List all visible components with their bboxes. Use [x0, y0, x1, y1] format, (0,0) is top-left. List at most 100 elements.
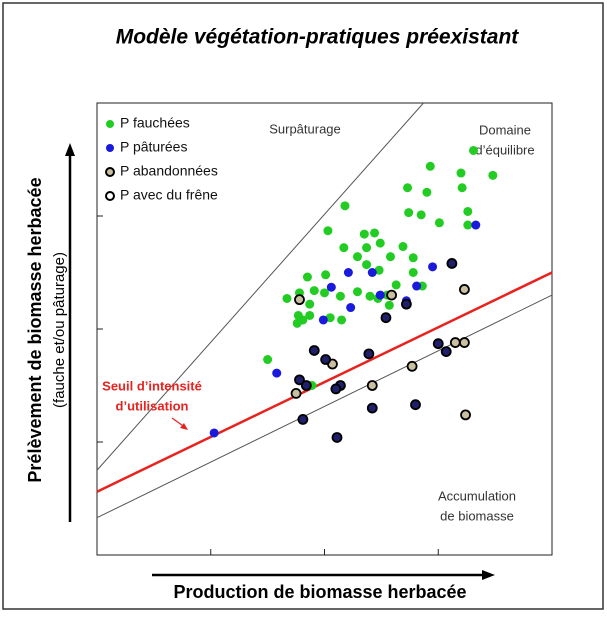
point	[457, 183, 467, 193]
point	[294, 294, 305, 306]
point	[463, 206, 473, 216]
point	[325, 313, 335, 323]
point	[297, 413, 309, 425]
reference-line	[96, 294, 553, 519]
point	[416, 210, 426, 220]
point	[366, 380, 378, 391]
point	[440, 346, 452, 358]
point	[408, 253, 418, 263]
legend-marker	[106, 120, 114, 128]
point	[400, 298, 412, 310]
point	[294, 374, 305, 386]
point	[471, 220, 481, 230]
point	[309, 286, 319, 296]
point	[330, 383, 342, 395]
point	[460, 409, 471, 421]
point	[459, 337, 470, 348]
point	[339, 243, 349, 253]
point	[456, 168, 466, 178]
annotation: Accumulation	[438, 488, 516, 503]
point	[292, 318, 302, 328]
point	[209, 428, 219, 438]
point	[359, 229, 369, 239]
point	[318, 315, 328, 325]
legend-label: P abandonnées	[120, 163, 218, 179]
point	[449, 337, 461, 348]
point	[365, 291, 375, 301]
point	[428, 262, 438, 272]
point	[362, 260, 372, 270]
point	[308, 345, 320, 356]
point	[300, 380, 312, 391]
legend-label: P pâturées	[120, 139, 187, 155]
reference-line	[96, 102, 424, 471]
point	[412, 281, 422, 291]
point	[263, 355, 273, 365]
chart-title: Modèle végétation-pratiques préexistant	[116, 26, 520, 49]
point	[340, 201, 350, 211]
point	[305, 299, 315, 309]
frame	[2, 2, 604, 610]
annotation: d’équilibre	[475, 142, 534, 157]
point	[352, 252, 362, 262]
annotation: Domaine	[479, 122, 531, 137]
point	[362, 243, 372, 253]
point	[391, 280, 401, 290]
point	[398, 242, 408, 252]
y-axis-label: Prélèvement de biomasse herbacée	[25, 177, 45, 482]
point	[321, 270, 331, 280]
point	[404, 208, 414, 218]
annotation: Seuil d’intensité	[102, 378, 202, 393]
point	[272, 368, 282, 378]
point	[335, 291, 345, 301]
point	[343, 268, 353, 277]
point	[469, 145, 479, 155]
legend-marker	[105, 191, 115, 201]
point	[367, 268, 377, 277]
legend-marker	[106, 144, 114, 152]
point	[305, 310, 315, 320]
legend-label: P fauchées	[120, 115, 190, 131]
point	[370, 228, 380, 238]
annotation: d’utilisation	[116, 398, 189, 413]
point	[290, 388, 302, 399]
point	[346, 303, 356, 313]
point	[384, 300, 394, 310]
point	[320, 354, 332, 365]
point	[459, 284, 470, 295]
point	[366, 402, 378, 414]
point	[422, 187, 432, 197]
point	[408, 268, 418, 277]
point	[403, 183, 413, 193]
y-arrow-head	[65, 143, 75, 156]
point	[488, 170, 498, 180]
legend-label: P avec du frêne	[120, 187, 218, 203]
point	[386, 289, 398, 301]
point	[406, 360, 418, 372]
point	[434, 218, 444, 228]
annotation-arrow-head	[180, 423, 188, 430]
point	[326, 282, 336, 292]
point	[385, 252, 395, 262]
point	[282, 293, 292, 303]
point	[320, 288, 329, 298]
point	[463, 220, 473, 230]
point	[375, 290, 385, 300]
point	[446, 258, 458, 269]
point	[425, 161, 435, 171]
point	[363, 348, 375, 360]
x-arrow-head	[482, 570, 495, 580]
y-axis-sublabel: (fauche et/ou pâturage)	[51, 252, 68, 408]
point	[302, 272, 312, 282]
point	[337, 315, 347, 325]
point	[323, 226, 333, 236]
point	[432, 338, 444, 350]
point	[375, 238, 385, 248]
annotation: Surpâturage	[269, 121, 341, 136]
x-axis-label: Production de biomasse herbacée	[173, 582, 466, 602]
point	[352, 287, 362, 297]
annotation: de biomasse	[440, 508, 514, 523]
point	[331, 432, 343, 443]
point	[380, 312, 392, 324]
